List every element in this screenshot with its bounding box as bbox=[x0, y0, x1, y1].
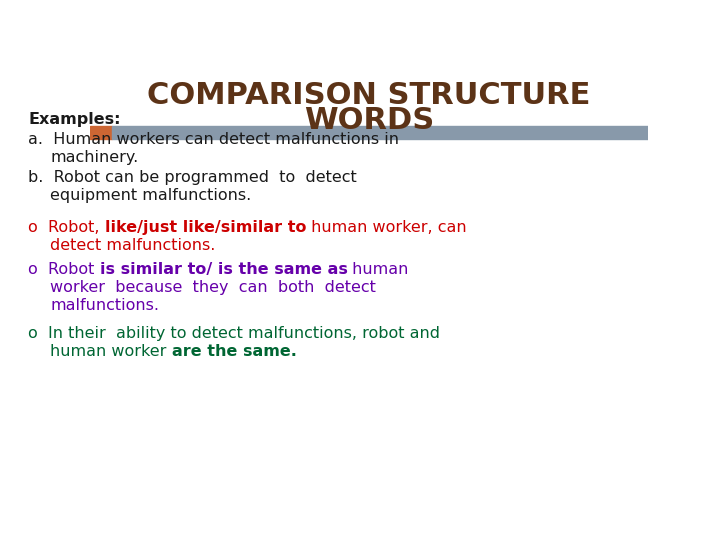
Text: malfunctions.: malfunctions. bbox=[50, 298, 159, 313]
Text: worker  because  they  can  both  detect: worker because they can both detect bbox=[50, 280, 376, 295]
Text: COMPARISON STRUCTURE: COMPARISON STRUCTURE bbox=[148, 81, 590, 110]
Text: detect malfunctions.: detect malfunctions. bbox=[50, 238, 215, 253]
Text: like/just like/similar to: like/just like/similar to bbox=[104, 220, 306, 235]
Text: human: human bbox=[347, 262, 409, 277]
Text: machinery.: machinery. bbox=[50, 150, 138, 165]
Text: WORDS: WORDS bbox=[304, 106, 434, 135]
Text: o  In their  ability to detect malfunctions, robot and: o In their ability to detect malfunction… bbox=[28, 326, 440, 341]
Bar bbox=[90, 126, 112, 139]
Text: b.  Robot can be programmed  to  detect: b. Robot can be programmed to detect bbox=[28, 170, 356, 185]
Text: is similar to/ is the same as: is similar to/ is the same as bbox=[99, 262, 347, 277]
Text: Examples:: Examples: bbox=[28, 112, 120, 127]
Text: are the same.: are the same. bbox=[171, 344, 297, 359]
Text: o  Robot,: o Robot, bbox=[28, 220, 104, 235]
Bar bbox=[112, 126, 648, 139]
Text: human worker: human worker bbox=[50, 344, 171, 359]
Text: equipment malfunctions.: equipment malfunctions. bbox=[50, 188, 251, 203]
Text: o  Robot: o Robot bbox=[28, 262, 99, 277]
Text: human worker, can: human worker, can bbox=[306, 220, 467, 235]
Text: a.  Human workers can detect malfunctions in: a. Human workers can detect malfunctions… bbox=[28, 132, 399, 147]
